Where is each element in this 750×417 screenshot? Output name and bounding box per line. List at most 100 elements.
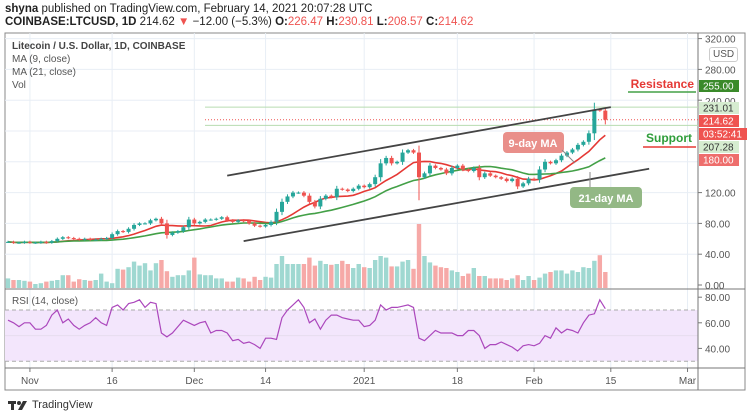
time-tick-label: 14 [260, 376, 272, 387]
volume-bar [405, 260, 411, 288]
volume-bar [383, 257, 389, 288]
volume-bar [120, 269, 126, 288]
legend-ma9[interactable]: MA (9, close) [12, 54, 71, 65]
volume-bar [312, 265, 318, 288]
volume-bar [444, 268, 449, 288]
volume-bar [427, 262, 433, 288]
candle-body [466, 169, 471, 172]
candle [110, 232, 115, 240]
candle [159, 216, 164, 226]
candle [460, 163, 465, 172]
volume-bar [400, 261, 405, 288]
candle-body [449, 167, 454, 174]
channel-trendline [227, 106, 611, 177]
volume-bar [274, 264, 279, 288]
currency-button[interactable]: USD [709, 47, 739, 62]
candle [554, 158, 558, 165]
volume-bar [214, 278, 219, 288]
candle [247, 219, 252, 225]
volume-bar [482, 276, 487, 288]
volume-bar [575, 272, 581, 288]
volume-bar [109, 283, 115, 288]
price-badge-level [699, 102, 739, 114]
high-label: H: [326, 16, 339, 28]
legend-ma21[interactable]: MA (21, close) [12, 67, 76, 78]
volume-bar [509, 278, 515, 288]
volume-bar [455, 272, 460, 288]
volume-bar [531, 280, 537, 288]
volume-bar [208, 275, 213, 288]
candle [362, 184, 367, 189]
volume-bar [82, 280, 87, 288]
candle-body [274, 211, 279, 222]
candle-body [312, 201, 317, 207]
candle [488, 172, 493, 178]
candle [455, 164, 460, 170]
candle-body [438, 167, 443, 170]
candle [175, 229, 180, 234]
volume-bar [257, 280, 263, 288]
tradingview-logo[interactable]: TradingView [8, 399, 93, 411]
legend-vol[interactable]: Vol [12, 80, 26, 91]
candle [493, 174, 498, 179]
candle [192, 217, 197, 226]
candle-body [11, 241, 16, 243]
volume-bar [77, 279, 82, 288]
tradingview-logo-icon [8, 401, 27, 410]
candle-body [570, 149, 575, 153]
candle-body [378, 163, 383, 178]
volume-bar [230, 281, 235, 288]
volume-bar [104, 281, 109, 288]
price-badge-resistance [699, 80, 739, 92]
price-badge-last [699, 115, 739, 127]
candle-body [197, 221, 202, 224]
candle-body [471, 167, 476, 172]
low-label: L: [376, 16, 388, 28]
candle [318, 196, 323, 210]
candle [241, 219, 246, 223]
chart-legend: Litecoin / U.S. Dollar, 1D, COINBASE MA … [12, 40, 185, 92]
volume-bar [466, 273, 471, 288]
candle [197, 220, 202, 225]
volume-bar [219, 278, 224, 288]
volume-bar [416, 224, 422, 288]
rsi-line [7, 298, 606, 352]
volume-bar [356, 264, 361, 288]
volume-bar [131, 261, 137, 288]
candle [570, 147, 575, 155]
candle-body [417, 152, 421, 178]
candle-body [554, 160, 558, 164]
candle-body [247, 221, 252, 224]
candle-body [329, 195, 334, 198]
candle [592, 102, 597, 141]
candle-body [362, 185, 367, 188]
candle [482, 171, 487, 179]
candle [575, 142, 580, 152]
candle [269, 220, 274, 227]
volume-bar [290, 264, 296, 288]
candle-body [455, 165, 460, 168]
candle [99, 237, 104, 241]
volume-bar [186, 270, 192, 288]
volume-bar [153, 263, 159, 288]
candle [16, 241, 21, 244]
volume-bar [296, 264, 301, 288]
resistance-label: Resistance [631, 77, 695, 91]
symbol-info: COINBASE:LTCUSD, 1D 214.62 ▼ −12.00 (−5.… [5, 16, 473, 28]
candle-body [406, 150, 411, 153]
volume-bar [477, 276, 482, 288]
candle [104, 236, 109, 240]
candle [521, 181, 526, 188]
candle [559, 153, 564, 163]
author[interactable]: shyna [5, 3, 39, 15]
candle [236, 219, 241, 224]
volume-bar [38, 283, 44, 288]
volume-bar [225, 281, 230, 288]
candle-body [559, 155, 564, 161]
volume-bar [345, 264, 350, 288]
candle-body [395, 161, 400, 164]
candle [504, 177, 509, 183]
candle-body [334, 188, 339, 198]
candle [49, 239, 54, 244]
